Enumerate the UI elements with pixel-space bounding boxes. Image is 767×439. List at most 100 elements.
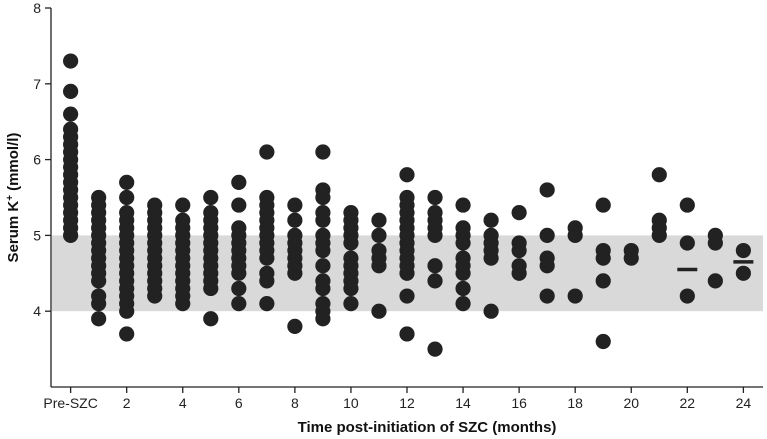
- data-point: [315, 189, 331, 206]
- data-point: [455, 280, 471, 297]
- x-tick-label: 8: [291, 395, 299, 411]
- data-point: [539, 258, 555, 274]
- data-point: [679, 288, 695, 304]
- data-point: [259, 144, 275, 160]
- y-axis-title: Serum K+ (mmol/l): [5, 133, 23, 263]
- data-point: [511, 205, 527, 221]
- data-point: [371, 212, 387, 228]
- data-point: [315, 258, 331, 274]
- x-tick-label: 10: [343, 395, 359, 411]
- x-tick-label: 16: [511, 395, 527, 411]
- data-point: [119, 303, 135, 319]
- data-point: [399, 288, 415, 304]
- data-point: [231, 296, 247, 312]
- x-tick-label: 12: [399, 395, 415, 411]
- x-tick-label: 6: [235, 395, 243, 411]
- y-tick-label: 4: [33, 303, 41, 319]
- data-point: [595, 250, 611, 266]
- x-axis-ticks: Pre-SZC 2 4 6 8 10 12 14 16 18 20 22 24: [43, 387, 751, 411]
- data-point: [259, 296, 275, 312]
- data-point: [427, 189, 443, 206]
- data-point: [343, 296, 359, 312]
- data-point: [343, 280, 359, 297]
- data-point: [651, 167, 667, 183]
- data-point: [679, 235, 695, 251]
- data-point: [679, 197, 695, 213]
- x-tick-label: 14: [455, 395, 471, 411]
- data-point: [147, 288, 163, 304]
- data-point: [399, 167, 415, 183]
- data-point: [371, 258, 387, 274]
- data-point: [455, 265, 471, 281]
- data-point: [287, 318, 303, 334]
- data-point: [735, 242, 751, 259]
- data-point: [119, 326, 135, 342]
- data-point: [315, 144, 331, 160]
- y-axis-title-main: Serum K: [5, 201, 22, 263]
- x-tick-label: 22: [680, 395, 696, 411]
- data-point: [91, 273, 107, 289]
- data-point: [119, 174, 135, 190]
- y-tick-label: 5: [33, 227, 41, 243]
- data-point: [315, 280, 331, 297]
- data-point: [651, 227, 667, 243]
- data-point: [259, 273, 275, 289]
- data-point: [343, 235, 359, 251]
- data-point: [707, 235, 723, 251]
- x-axis-title: Time post-initiation of SZC (months): [298, 419, 557, 436]
- data-point: [455, 296, 471, 312]
- y-axis-title-unit: (mmol/l): [5, 133, 22, 191]
- data-point: [315, 242, 331, 259]
- data-point: [259, 250, 275, 266]
- data-point: [567, 288, 583, 304]
- data-point: [119, 189, 135, 206]
- data-point: [595, 197, 611, 213]
- data-point: [63, 83, 79, 99]
- data-point: [63, 53, 79, 69]
- y-tick-label: 6: [33, 152, 41, 168]
- y-axis-ticks: 4 5 6 7 8: [33, 0, 51, 319]
- x-tick-label: 18: [567, 395, 583, 411]
- data-point: [483, 303, 499, 319]
- y-tick-label: 8: [33, 0, 41, 16]
- data-point: [399, 326, 415, 342]
- data-point: [707, 273, 723, 289]
- data-point: [623, 250, 639, 266]
- data-point: [567, 227, 583, 243]
- data-point: [483, 250, 499, 266]
- data-point: [427, 227, 443, 243]
- data-point: [595, 333, 611, 350]
- data-point: [455, 235, 471, 251]
- data-point: [287, 212, 303, 228]
- x-tick-label: 24: [736, 395, 752, 411]
- y-tick-label: 7: [33, 76, 41, 92]
- data-point: [539, 182, 555, 198]
- y-axis-title-superscript: +: [5, 195, 16, 201]
- x-tick-label: 2: [123, 395, 131, 411]
- data-point: [427, 341, 443, 357]
- data-point: [427, 273, 443, 289]
- data-point: [315, 212, 331, 228]
- data-point: [287, 197, 303, 213]
- data-point: [455, 197, 471, 213]
- data-point: [63, 106, 79, 122]
- data-point: [483, 212, 499, 228]
- data-point: [511, 242, 527, 259]
- data-point: [203, 189, 219, 206]
- data-point: [539, 227, 555, 243]
- x-tick-label: Pre-SZC: [43, 395, 97, 411]
- data-point: [175, 296, 191, 312]
- data-point: [539, 288, 555, 304]
- x-tick-label: 20: [623, 395, 639, 411]
- data-point: [203, 311, 219, 327]
- data-point: [63, 227, 79, 243]
- data-point: [511, 265, 527, 281]
- data-point: [203, 280, 219, 297]
- data-point: [427, 258, 443, 274]
- data-point: [315, 311, 331, 327]
- data-point: [91, 296, 107, 312]
- data-point: [399, 265, 415, 281]
- data-point: [595, 273, 611, 289]
- data-points: [63, 53, 751, 357]
